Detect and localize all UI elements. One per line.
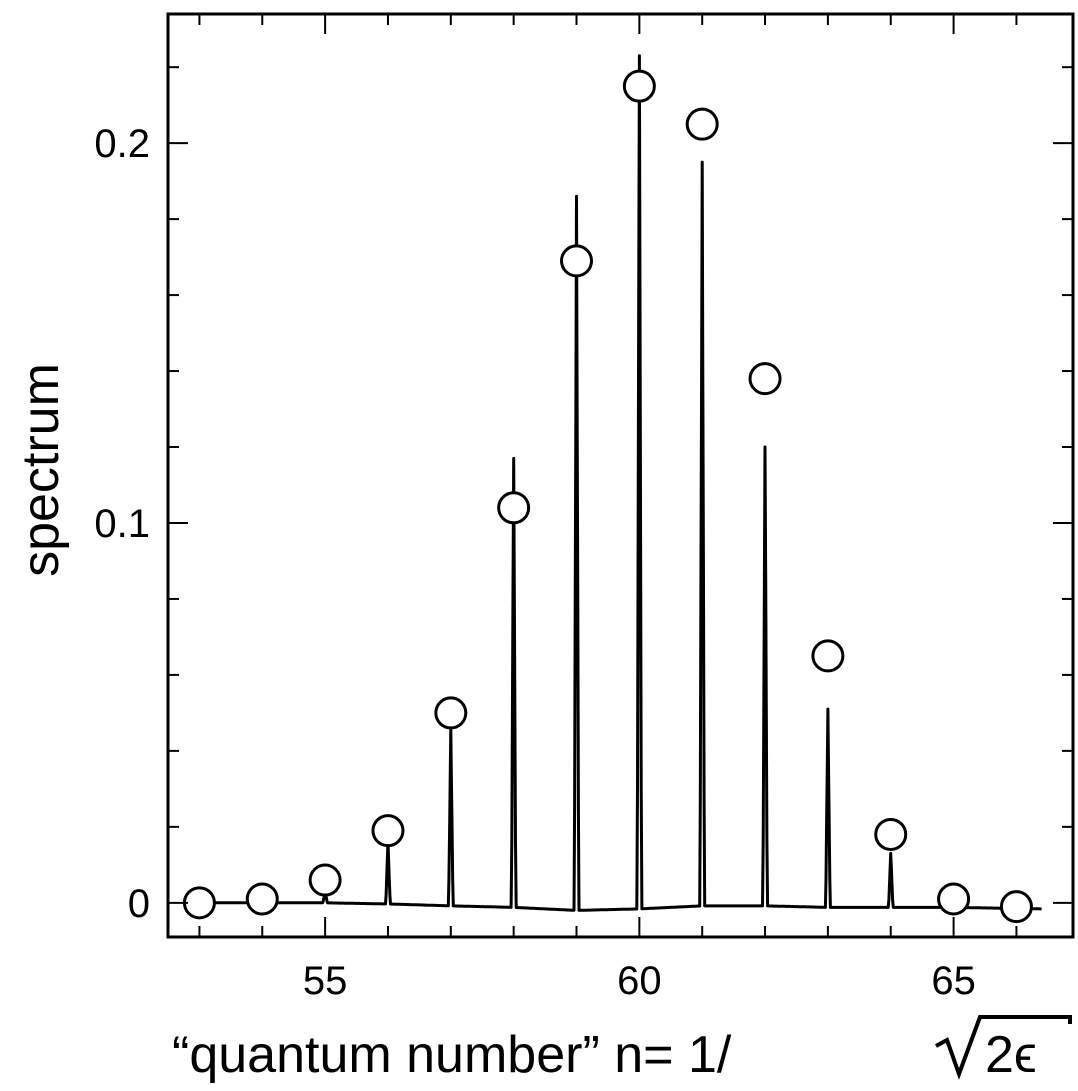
data-point-circle bbox=[371, 814, 405, 848]
y-axis-label: spectrum bbox=[12, 363, 70, 577]
data-point-circle bbox=[874, 817, 908, 851]
data-point-circle bbox=[497, 491, 531, 525]
y-tick-label: 0 bbox=[128, 882, 150, 926]
data-point-circle bbox=[434, 696, 468, 730]
x-tick-label: 60 bbox=[617, 959, 662, 1003]
data-point-circle bbox=[182, 886, 216, 920]
data-point-circle bbox=[308, 863, 342, 897]
data-point-circle bbox=[560, 244, 594, 278]
x-axis-label-radicand: 2ϵ bbox=[985, 1026, 1037, 1084]
y-tick-label: 0.1 bbox=[94, 502, 150, 546]
x-axis-label-text: “quantum number” n= 1/ bbox=[172, 1026, 732, 1084]
plot-frame bbox=[166, 12, 1075, 939]
data-point-circle bbox=[245, 882, 279, 916]
y-tick-label: 0.2 bbox=[94, 122, 150, 166]
tick-labels: 55 60 65 0 0.1 0.2 bbox=[94, 122, 975, 1003]
circle-marker-series bbox=[182, 69, 1033, 924]
axes bbox=[166, 12, 1075, 939]
sqrt-sign bbox=[935, 1015, 1072, 1080]
data-point-circle bbox=[811, 639, 845, 673]
data-point-circle bbox=[937, 882, 971, 916]
x-tick-label: 65 bbox=[931, 959, 976, 1003]
x-tick-label: 55 bbox=[303, 959, 348, 1003]
data-point-circle bbox=[999, 890, 1033, 924]
spectrum-line bbox=[198, 54, 1043, 912]
data-point-circle bbox=[748, 362, 782, 396]
data-point-circle bbox=[685, 107, 719, 141]
data-point-circle bbox=[622, 69, 656, 103]
x-axis-label: “quantum number” n= 1/ 2ϵ bbox=[172, 1015, 1072, 1084]
spectrum-line-series bbox=[198, 54, 1043, 912]
